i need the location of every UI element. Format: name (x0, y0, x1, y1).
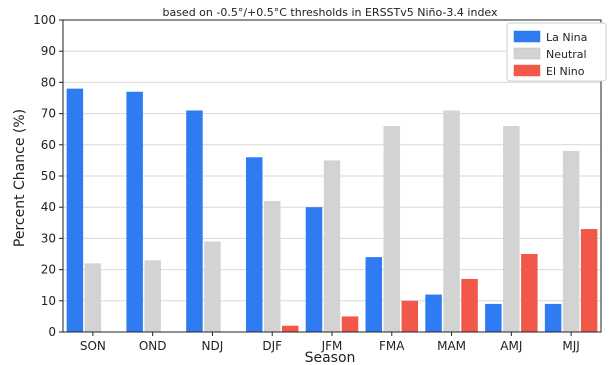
bar-la-nina-mjj (544, 303, 562, 332)
y-tick-label: 20 (41, 263, 56, 277)
x-tick-label: SON (80, 339, 106, 353)
legend: La Nina Neutral El Nino (506, 22, 607, 82)
bar-el-nino-amj (521, 254, 538, 332)
bar-neutral-fma (383, 126, 401, 332)
y-tick-label: 70 (41, 107, 56, 121)
bar-neutral-mjj (562, 151, 580, 332)
y-axis-title: Percent Chance (%) (12, 109, 28, 247)
bars (66, 88, 598, 332)
bar-neutral-amj (503, 126, 520, 332)
y-tick-label: 80 (41, 75, 56, 89)
x-tick-label: FMA (379, 339, 405, 353)
bar-la-nina-amj (485, 303, 502, 332)
x-tick-label: NDJ (202, 339, 224, 353)
x-tick-label: OND (139, 339, 167, 353)
bar-el-nino-djf (281, 325, 299, 332)
bar-el-nino-mjj (580, 229, 598, 332)
x-tick-label: MAM (437, 339, 466, 353)
chart-title: based on -0.5°/+0.5°C thresholds in ERSS… (162, 6, 498, 19)
y-tick-label: 100 (33, 13, 56, 27)
x-axis-title: Season (305, 350, 356, 365)
legend-label-la-nina: La Nina (546, 31, 587, 44)
x-tick-label: AMJ (500, 339, 522, 353)
bar-la-nina-ndj (186, 110, 203, 332)
bar-neutral-ndj (204, 241, 221, 332)
bar-la-nina-djf (245, 157, 263, 332)
bar-la-nina-son (66, 88, 84, 332)
bar-el-nino-jfm (341, 316, 359, 332)
bar-la-nina-fma (365, 257, 383, 332)
x-tick-label: JFM (321, 339, 343, 353)
x-axis-ticks: SON OND NDJ DJF JFM FMA MAM AMJ MJJ (80, 332, 580, 353)
bar-la-nina-jfm (305, 207, 323, 332)
bar-el-nino-fma (401, 300, 419, 332)
bar-neutral-son (84, 263, 102, 332)
legend-label-neutral: Neutral (546, 48, 587, 61)
y-tick-label: 40 (41, 200, 56, 214)
bar-neutral-djf (263, 200, 281, 332)
legend-swatch-neutral (513, 47, 541, 60)
bar-la-nina-ond (126, 91, 143, 332)
y-tick-label: 30 (41, 231, 56, 245)
legend-swatch-el-nino (513, 64, 541, 77)
x-tick-label: DJF (262, 339, 282, 353)
x-tick-label: MJJ (562, 339, 579, 353)
y-tick-label: 90 (41, 44, 56, 58)
bar-neutral-mam (443, 110, 460, 332)
bar-neutral-ond (144, 260, 161, 332)
y-axis-ticks: 0 10 20 30 40 50 60 70 80 90 100 (33, 13, 63, 339)
legend-swatch-la-nina (513, 30, 541, 43)
y-tick-label: 60 (41, 138, 56, 152)
y-tick-label: 0 (48, 325, 56, 339)
y-tick-label: 10 (41, 294, 56, 308)
bar-el-nino-mam (461, 278, 478, 332)
bar-neutral-jfm (323, 160, 341, 332)
y-tick-label: 50 (41, 169, 56, 183)
bar-la-nina-mam (425, 294, 442, 332)
legend-label-el-nino: El Nino (546, 65, 585, 78)
